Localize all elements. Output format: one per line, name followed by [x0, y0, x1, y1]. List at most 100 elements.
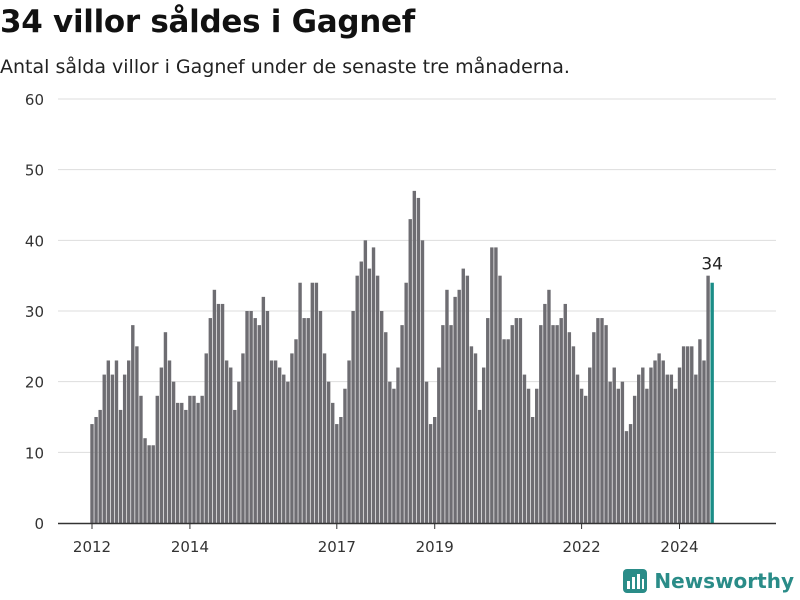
bar [551, 325, 555, 523]
bar [200, 395, 204, 523]
bar [204, 353, 208, 523]
bar [343, 388, 347, 523]
bar [400, 325, 404, 523]
bar [102, 374, 106, 523]
bar [347, 360, 351, 523]
bar [351, 311, 355, 523]
bar [530, 417, 535, 523]
bars [90, 190, 714, 523]
brand-name: Newsworthy [654, 569, 794, 593]
bar [681, 346, 686, 523]
bar [420, 240, 425, 523]
bar [543, 303, 547, 523]
bar [339, 417, 343, 523]
bar [265, 311, 270, 523]
bar [106, 360, 111, 523]
bar [114, 360, 119, 523]
bar [600, 318, 604, 523]
bar [579, 388, 584, 523]
chart-title: 34 villor såldes i Gagnef [0, 4, 415, 40]
bar [331, 402, 335, 523]
bar [461, 268, 465, 523]
bar [151, 445, 155, 523]
bar [335, 424, 339, 523]
bar [131, 325, 135, 523]
bar [526, 388, 531, 523]
bar [665, 374, 669, 523]
x-axis: 2012 2014 2017 2019 2022 2024 [58, 522, 776, 556]
bar [249, 311, 253, 523]
x-tick-label: 2024 [660, 538, 698, 556]
bar [216, 303, 221, 523]
bar [502, 339, 506, 523]
bar [277, 367, 282, 523]
bar [159, 367, 164, 523]
bar [653, 360, 657, 523]
bar [392, 388, 396, 523]
brand-logo: Newsworthy [622, 568, 794, 594]
bar [404, 282, 408, 523]
bar [90, 424, 94, 523]
bar [494, 247, 498, 523]
bar [669, 374, 674, 523]
bar [253, 318, 257, 523]
bar [171, 381, 176, 523]
bar [506, 339, 510, 523]
bar [175, 402, 180, 523]
bar [661, 360, 665, 523]
bar [408, 219, 412, 523]
bar [441, 325, 445, 523]
bar [571, 346, 576, 523]
y-tick-label: 30 [25, 303, 44, 321]
bar [498, 275, 502, 523]
bar [469, 346, 474, 523]
bar [367, 268, 372, 523]
bar [122, 374, 127, 523]
bar [596, 318, 600, 523]
bar [273, 360, 278, 523]
y-tick-label: 20 [25, 374, 44, 392]
bar [139, 395, 143, 523]
bar [612, 367, 616, 523]
bar [237, 381, 241, 523]
bar [449, 325, 453, 523]
annotations: 34 [701, 255, 723, 275]
bar [269, 360, 274, 523]
bar [118, 409, 123, 523]
bar [641, 367, 645, 523]
bar [677, 367, 682, 523]
bar [604, 325, 608, 523]
bar [359, 261, 363, 523]
bar [375, 275, 380, 523]
bar [302, 318, 306, 523]
bar [535, 388, 539, 523]
x-tick-label: 2017 [318, 538, 356, 556]
y-tick-label: 40 [25, 232, 44, 250]
x-tick-label: 2022 [563, 538, 601, 556]
bar [127, 360, 131, 523]
bar [559, 318, 563, 523]
y-tick-label: 50 [25, 162, 44, 180]
bar [555, 325, 559, 523]
bar [241, 353, 245, 523]
bar [167, 360, 172, 523]
bar [575, 374, 580, 523]
chart-subtitle: Antal sålda villor i Gagnef under de sen… [0, 56, 570, 78]
bar [592, 332, 596, 523]
bar [180, 402, 184, 523]
bar [632, 395, 637, 523]
bar [208, 318, 213, 523]
bar [518, 318, 523, 523]
bar [490, 247, 494, 523]
bar [294, 339, 298, 523]
bar [453, 296, 457, 523]
bar [539, 325, 543, 523]
y-tick-label: 0 [34, 515, 44, 533]
bar [245, 311, 249, 523]
y-axis-ticks: 0 10 20 30 40 50 60 [25, 91, 44, 533]
bar [135, 346, 139, 523]
bar [384, 332, 388, 523]
bar [306, 318, 310, 523]
x-tick-label: 2019 [416, 538, 454, 556]
